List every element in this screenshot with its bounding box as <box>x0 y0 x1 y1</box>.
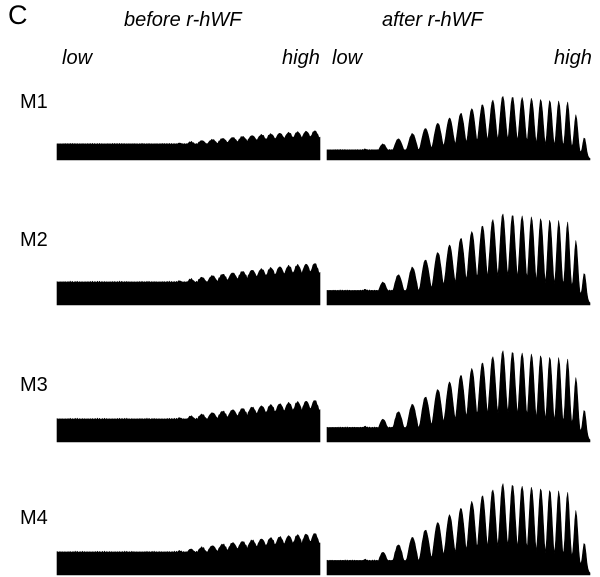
trace-silhouette <box>56 533 321 576</box>
trace-m2-before <box>56 263 321 306</box>
trace-m2-after <box>326 213 591 306</box>
high-label-before: high <box>282 47 320 69</box>
row-label-m3: M3 <box>20 374 48 396</box>
trace-silhouette <box>326 213 591 306</box>
trace-m4-before <box>56 533 321 576</box>
trace-m1-after <box>326 96 591 161</box>
trace-silhouette <box>326 350 591 443</box>
row-label-m2: M2 <box>20 229 48 251</box>
row-label-m1: M1 <box>20 91 48 113</box>
trace-silhouette <box>56 400 321 443</box>
row-label-m4: M4 <box>20 507 48 529</box>
column-title-after: after r-hWF <box>382 9 483 31</box>
column-title-before: before r-hWF <box>124 9 242 31</box>
trace-silhouette <box>326 483 591 576</box>
trace-silhouette <box>326 96 591 161</box>
trace-silhouette <box>56 263 321 306</box>
low-label-before: low <box>62 47 93 69</box>
low-label-after: low <box>332 47 363 69</box>
trace-m1-before <box>56 130 321 161</box>
trace-m3-after <box>326 350 591 443</box>
trace-silhouette <box>56 130 321 161</box>
trace-m3-before <box>56 400 321 443</box>
panel-letter: C <box>8 0 28 30</box>
trace-m4-after <box>326 483 591 576</box>
high-label-after: high <box>554 47 592 69</box>
